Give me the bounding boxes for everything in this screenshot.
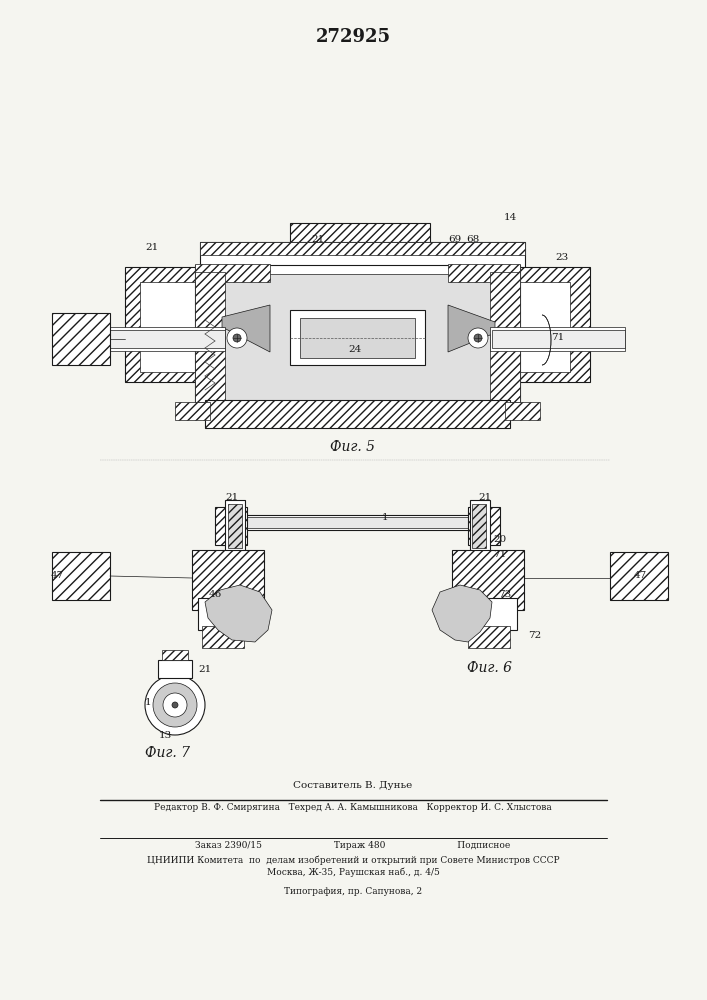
Bar	[200, 242, 525, 270]
Bar	[198, 598, 250, 630]
Text: Москва, Ж-35, Раушская наб., д. 4/5: Москва, Ж-35, Раушская наб., д. 4/5	[267, 867, 440, 877]
Bar	[290, 310, 425, 365]
Circle shape	[233, 334, 241, 342]
Text: 47: 47	[633, 571, 647, 580]
Bar	[92, 330, 225, 348]
Text: Фиг. 7: Фиг. 7	[146, 746, 190, 760]
Text: Фиг. 5: Фиг. 5	[330, 440, 375, 454]
Bar	[52, 313, 110, 365]
Text: 47: 47	[50, 571, 64, 580]
Polygon shape	[222, 305, 270, 352]
Bar	[52, 552, 110, 600]
Bar	[245, 517, 471, 528]
Text: Составитель В. Дунье: Составитель В. Дунье	[293, 780, 413, 790]
Circle shape	[153, 683, 197, 727]
Bar	[470, 500, 490, 552]
Bar	[215, 507, 247, 545]
Polygon shape	[432, 585, 492, 642]
Text: 71: 71	[493, 550, 507, 559]
Bar	[195, 264, 270, 282]
Bar	[508, 267, 590, 382]
Circle shape	[163, 693, 187, 717]
Polygon shape	[205, 585, 272, 642]
Bar	[490, 327, 625, 351]
Bar	[195, 265, 520, 410]
Text: 272925: 272925	[315, 28, 390, 46]
Bar	[505, 402, 540, 420]
Circle shape	[468, 328, 488, 348]
Bar	[200, 242, 525, 255]
Text: ЦНИИПИ Комитета  по  делам изобретений и открытий при Совете Министров СССР: ЦНИИПИ Комитета по делам изобретений и о…	[146, 855, 559, 865]
Text: 1: 1	[382, 513, 388, 522]
Bar	[195, 272, 225, 402]
Bar	[175, 402, 210, 420]
Bar	[202, 626, 244, 648]
Polygon shape	[448, 305, 495, 352]
Text: 46: 46	[209, 590, 221, 599]
Bar	[162, 650, 188, 660]
Bar	[490, 272, 520, 402]
Text: 73: 73	[498, 590, 512, 599]
Text: 68: 68	[467, 235, 479, 244]
Bar	[492, 330, 625, 348]
Text: 21: 21	[311, 235, 325, 244]
Circle shape	[474, 334, 482, 342]
Bar	[300, 318, 415, 358]
Bar	[125, 267, 207, 382]
Text: Типография, пр. Сапунова, 2: Типография, пр. Сапунова, 2	[284, 888, 422, 896]
Text: 14: 14	[503, 213, 517, 222]
Text: 13: 13	[158, 731, 172, 740]
Bar	[472, 504, 486, 548]
Bar	[192, 550, 264, 610]
Text: Заказ 2390/15                         Тираж 480                         Подписно: Заказ 2390/15 Тираж 480 Подписно	[195, 842, 510, 850]
Bar	[90, 327, 225, 351]
Bar	[610, 552, 668, 600]
Text: 1: 1	[145, 698, 151, 707]
Text: 69: 69	[448, 235, 462, 244]
Bar	[465, 598, 517, 630]
Bar	[228, 504, 242, 548]
Text: 23: 23	[556, 253, 568, 262]
Bar	[278, 243, 296, 300]
Bar	[468, 626, 510, 648]
Bar	[448, 264, 520, 282]
Text: 21: 21	[198, 665, 211, 674]
Text: 71: 71	[551, 333, 565, 342]
Circle shape	[172, 702, 178, 708]
Text: 21: 21	[146, 243, 158, 252]
Bar	[452, 550, 524, 610]
Circle shape	[227, 328, 247, 348]
Text: 21: 21	[479, 493, 491, 502]
Bar	[290, 223, 430, 245]
Bar	[140, 282, 195, 372]
Text: 20: 20	[493, 535, 507, 544]
Bar	[225, 500, 245, 552]
Text: Редактор В. Ф. Смирягина   Техред А. А. Камышникова   Корректор И. С. Хлыстова: Редактор В. Ф. Смирягина Техред А. А. Ка…	[154, 804, 552, 812]
Bar	[210, 274, 505, 402]
Text: 72: 72	[528, 631, 542, 640]
Bar	[515, 282, 570, 372]
Bar	[427, 243, 445, 300]
Bar	[242, 515, 474, 530]
Text: 24: 24	[349, 345, 361, 354]
Bar	[205, 400, 510, 428]
Text: Фиг. 6: Фиг. 6	[467, 661, 513, 675]
Circle shape	[145, 675, 205, 735]
Text: 21: 21	[226, 493, 239, 502]
Bar	[468, 507, 500, 545]
Bar	[158, 660, 192, 678]
